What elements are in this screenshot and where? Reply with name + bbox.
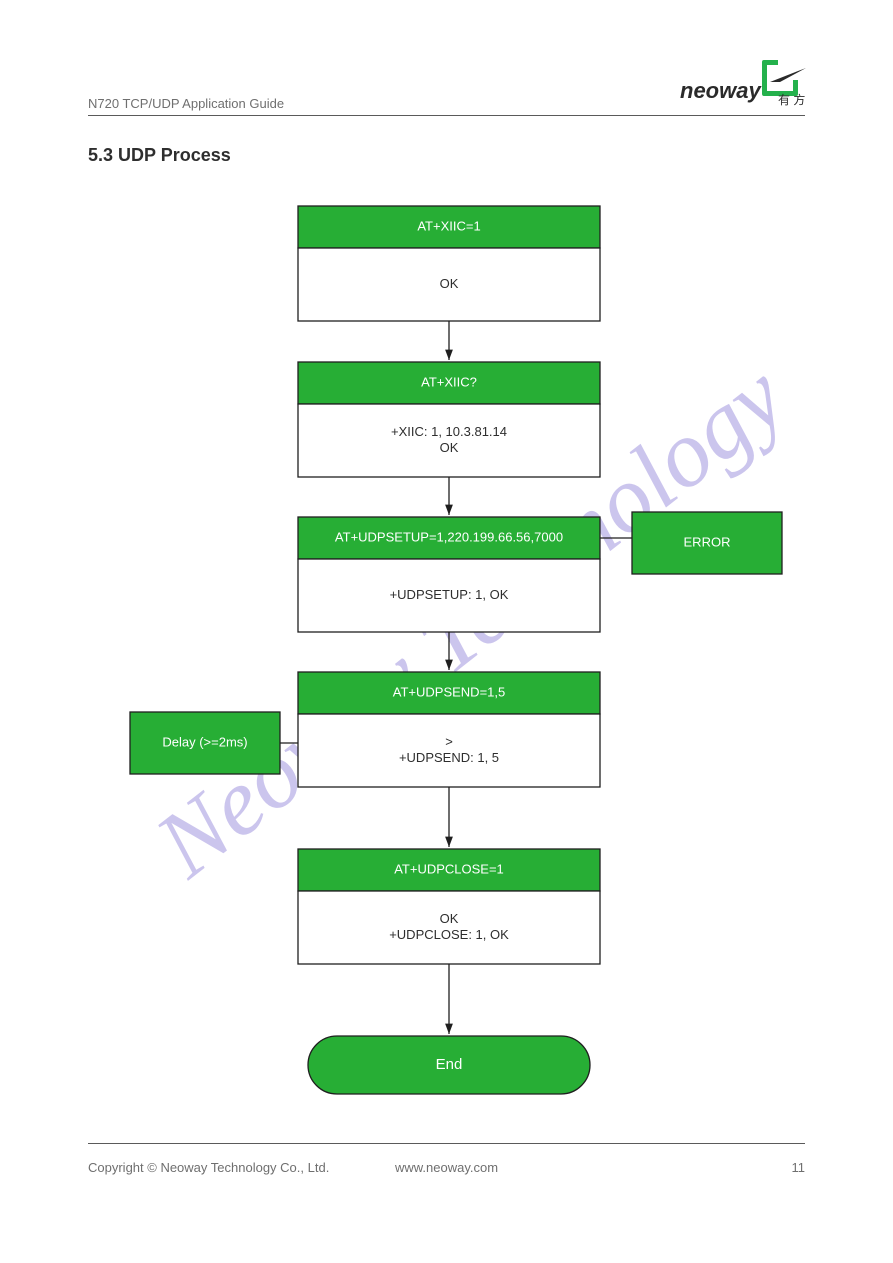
- svg-text:AT+UDPCLOSE=1: AT+UDPCLOSE=1: [394, 861, 504, 876]
- svg-text:ERROR: ERROR: [684, 534, 731, 549]
- svg-text:+UDPSETUP: 1, OK: +UDPSETUP: 1, OK: [390, 587, 509, 602]
- svg-text:OK: OK: [440, 440, 459, 455]
- svg-text:End: End: [436, 1056, 463, 1073]
- footer-link: www.neoway.com: [395, 1160, 498, 1175]
- svg-text:+XIIC: 1, 10.3.81.14: +XIIC: 1, 10.3.81.14: [391, 424, 507, 439]
- svg-text:>: >: [445, 734, 453, 749]
- svg-text:AT+UDPSETUP=1,220.199.66.56,70: AT+UDPSETUP=1,220.199.66.56,7000: [335, 529, 563, 544]
- flowchart: AT+XIIC=1OKAT+XIIC?+XIIC: 1, 10.3.81.14O…: [0, 0, 893, 1263]
- svg-text:OK: OK: [440, 911, 459, 926]
- svg-text:AT+XIIC?: AT+XIIC?: [421, 374, 477, 389]
- footer-rule: [88, 1143, 805, 1144]
- footer-page-number: 11: [792, 1160, 806, 1175]
- svg-text:AT+UDPSEND=1,5: AT+UDPSEND=1,5: [393, 684, 505, 699]
- svg-text:Delay (>=2ms): Delay (>=2ms): [162, 734, 247, 749]
- footer-copyright: Copyright © Neoway Technology Co., Ltd.: [88, 1160, 329, 1175]
- footer: Copyright © Neoway Technology Co., Ltd. …: [0, 1160, 893, 1180]
- svg-text:OK: OK: [440, 276, 459, 291]
- svg-text:+UDPCLOSE: 1, OK: +UDPCLOSE: 1, OK: [389, 927, 509, 942]
- svg-text:+UDPSEND: 1, 5: +UDPSEND: 1, 5: [399, 750, 499, 765]
- svg-text:AT+XIIC=1: AT+XIIC=1: [417, 218, 480, 233]
- page: Neoway Technology N720 TCP/UDP Applicati…: [0, 0, 893, 1263]
